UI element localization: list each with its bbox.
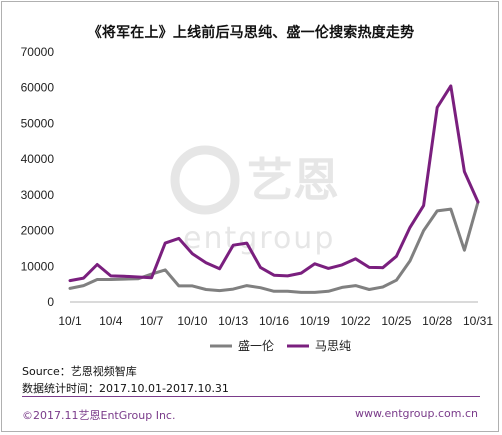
- legend-label-2: 马思纯: [315, 339, 351, 353]
- source-note: Source：艺恩视频智库: [22, 365, 137, 378]
- footer-website: www.entgroup.com.cn: [355, 407, 478, 420]
- chart-legend: 盛一伦 马思纯: [210, 338, 351, 353]
- chart-title: 《将军在上》上线前后马思纯、盛一伦搜索热度走势: [87, 25, 415, 41]
- period-note: 数据统计时间：2017.10.01-2017.10.31: [22, 382, 229, 395]
- y-tick-label: 10000: [21, 259, 55, 273]
- x-tick-label: 10/10: [177, 314, 207, 328]
- legend-label-1: 盛一伦: [238, 338, 274, 353]
- x-tick-label: 10/25: [381, 314, 411, 328]
- watermark-logo: 艺恩 entgroup: [170, 145, 339, 256]
- x-tick-label: 10/7: [140, 314, 164, 328]
- chart-series-lines: [68, 84, 480, 294]
- watermark-brand-cn: 艺恩: [247, 153, 339, 207]
- x-tick-label: 10/16: [259, 314, 289, 328]
- series-line-1: [68, 200, 480, 294]
- x-tick-label: 10/1: [58, 314, 82, 328]
- x-tick-label: 10/31: [463, 314, 493, 328]
- y-tick-label: 70000: [21, 45, 55, 59]
- series-line-2: [68, 84, 480, 283]
- y-tick-label: 40000: [21, 152, 55, 166]
- footer-divider: [22, 396, 480, 397]
- x-tick-label: 10/22: [341, 314, 371, 328]
- watermark-brand-en: entgroup: [183, 221, 335, 256]
- x-tick-label: 10/4: [99, 314, 123, 328]
- watermark-circle: [170, 145, 240, 215]
- x-tick-label: 10/19: [300, 314, 330, 328]
- x-tick-label: 10/13: [218, 314, 248, 328]
- chart-axes: 0 10000 20000 30000 40000 50000 60000 70000 10/1…: [21, 45, 494, 328]
- y-tick-label: 0: [47, 295, 54, 309]
- y-tick-label: 60000: [21, 81, 55, 95]
- y-tick-label: 20000: [21, 224, 55, 238]
- y-tick-label: 30000: [21, 188, 55, 202]
- footer-copyright: ©2017.11艺恩EntGroup Inc.: [22, 409, 176, 422]
- x-tick-label: 10/28: [422, 314, 452, 328]
- y-tick-label: 50000: [21, 116, 55, 130]
